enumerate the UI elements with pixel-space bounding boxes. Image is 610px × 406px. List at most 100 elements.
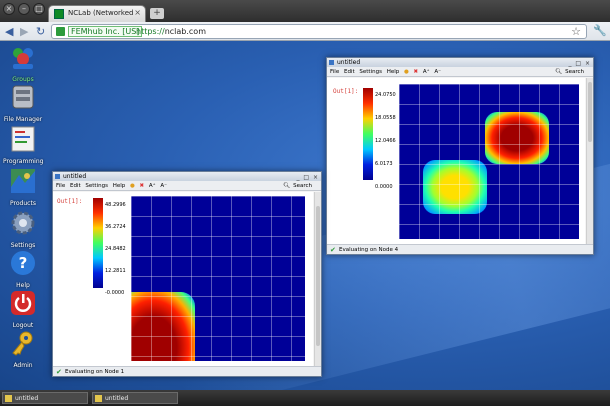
nclab-favicon-icon	[54, 9, 64, 19]
desktop-icon-file-manager[interactable]: File Manager	[3, 83, 43, 123]
run-icon[interactable]: ●	[403, 69, 409, 75]
plot-window-left[interactable]: untitled _ □ × File Edit Settings Help ●…	[52, 171, 322, 377]
close-window-button[interactable]: ×	[3, 3, 15, 15]
run-icon[interactable]: ●	[129, 183, 135, 189]
window-app-icon	[329, 60, 334, 65]
colorbar-tick: 0.0000	[375, 184, 393, 190]
window-title: untitled	[337, 59, 361, 66]
taskbar: untitled untitled	[0, 390, 610, 406]
menu-file[interactable]: File	[56, 183, 66, 189]
plot-grid	[399, 84, 579, 239]
maximize-window-button[interactable]: □	[33, 3, 45, 15]
bookmark-star-icon[interactable]: ☆	[571, 25, 581, 38]
output-cell-label: Out[1]:	[333, 88, 359, 95]
desktop-icon-label: Products	[10, 200, 36, 207]
font-smaller-icon[interactable]: A⁻	[160, 183, 167, 189]
tab-title: NCLab (Networked Comp	[68, 9, 134, 17]
desktop-icon-products[interactable]: Products	[3, 167, 43, 207]
colorbar	[363, 88, 373, 180]
window-menubar: File Edit Settings Help ● ✖ A⁺ A⁻ 🔍︎ Sear…	[327, 67, 593, 77]
menu-edit[interactable]: Edit	[343, 69, 355, 75]
back-button[interactable]: ◀	[5, 25, 14, 38]
desktop-icon-groups[interactable]: Groups	[3, 43, 43, 83]
window-app-icon	[55, 174, 60, 179]
wrench-menu-icon[interactable]: 🔧	[593, 24, 607, 37]
heatmap-plot: 24.0750 18.0558 12.0466 6.0173 0.0000	[361, 84, 581, 241]
colorbar-tick: 24.8482	[105, 246, 126, 252]
search-icon: 🔍︎	[555, 69, 563, 75]
menu-help[interactable]: Help	[112, 183, 126, 189]
font-larger-icon[interactable]: A⁺	[422, 69, 430, 75]
desktop-icon-label: Programming	[3, 158, 44, 165]
notebook-cell-area: Out[1]: 24.0750 18.0558 12.0466 6.0173 0…	[327, 78, 585, 245]
window-controls-icon[interactable]: _ □ ×	[296, 174, 319, 181]
menu-settings[interactable]: Settings	[359, 69, 382, 75]
svg-text:?: ?	[19, 254, 28, 272]
logout-icon	[11, 291, 35, 315]
menu-file[interactable]: File	[330, 69, 340, 75]
menu-settings[interactable]: Settings	[85, 183, 108, 189]
window-titlebar[interactable]: untitled _ □ ×	[53, 172, 321, 181]
window-statusbar: ✔ Evaluating on Node 1	[53, 366, 321, 376]
taskbar-item[interactable]: untitled	[92, 392, 178, 404]
settings-gear-icon	[11, 211, 35, 235]
check-icon: ✔	[56, 368, 62, 376]
search-button[interactable]: 🔍︎ Search	[555, 67, 587, 77]
plot-window-right[interactable]: untitled _ □ × File Edit Settings Help ●…	[326, 57, 594, 255]
browser-tab[interactable]: NCLab (Networked Comp ×	[48, 5, 146, 22]
taskbar-item-label: untitled	[15, 395, 39, 402]
browser-toolbar: ◀ ▶ ↻ FEMhub Inc. [US] https://nclab.com…	[0, 22, 610, 41]
window-menubar: File Edit Settings Help ● ✖ A⁺ A⁻ 🔍︎ Sear…	[53, 181, 321, 191]
desktop-icon-label: Groups	[12, 76, 34, 83]
desktop-icon-settings[interactable]: Settings	[3, 209, 43, 249]
window-scrollbar[interactable]	[314, 192, 321, 367]
heatmap-field	[399, 84, 579, 239]
scrollbar-thumb[interactable]	[588, 82, 592, 142]
admin-key-icon	[12, 331, 33, 356]
forward-button[interactable]: ▶	[20, 25, 29, 38]
desktop-icon-label: Logout	[12, 322, 34, 329]
colorbar-tick: 12.0466	[375, 138, 396, 144]
stop-icon[interactable]: ✖	[413, 69, 419, 75]
desktop-icon-label: Help	[16, 282, 30, 289]
font-smaller-icon[interactable]: A⁻	[434, 69, 441, 75]
font-larger-icon[interactable]: A⁺	[148, 183, 156, 189]
reload-button[interactable]: ↻	[36, 25, 46, 38]
minimize-window-button[interactable]: –	[18, 3, 30, 15]
window-scrollbar[interactable]	[586, 78, 593, 245]
browser-titlebar: × – □ NCLab (Networked Comp × +	[0, 0, 610, 22]
desktop-icon-label: File Manager	[3, 116, 43, 123]
colorbar-ticks: 48.2996 36.2724 24.8482 12.2811 -0.0000	[105, 194, 131, 304]
ev-certificate-label[interactable]: FEMhub Inc. [US]	[68, 26, 143, 37]
new-tab-button[interactable]: +	[150, 8, 164, 19]
desktop-icon-help[interactable]: ? Help	[3, 249, 43, 289]
heatmap-hotspot-mid	[423, 160, 487, 214]
window-icon	[95, 395, 102, 402]
window-controls-icon[interactable]: _ □ ×	[568, 60, 591, 67]
desktop-icon-programming[interactable]: Programming	[3, 125, 43, 165]
stop-icon[interactable]: ✖	[139, 183, 145, 189]
desktop-icon-label: Admin	[13, 362, 33, 369]
colorbar-ticks: 24.0750 18.0558 12.0466 6.0173 0.0000	[375, 84, 401, 199]
window-titlebar[interactable]: untitled _ □ ×	[327, 58, 593, 67]
programming-icon	[11, 126, 35, 152]
heatmap-hotspot-high	[485, 112, 549, 164]
url-host: nclab.com	[164, 27, 206, 36]
colorbar-tick: 6.0173	[375, 161, 393, 167]
colorbar-tick: 12.2811	[105, 268, 126, 274]
groups-icon	[13, 48, 33, 69]
output-cell-label: Out[1]:	[57, 198, 83, 205]
scrollbar-thumb[interactable]	[316, 206, 320, 346]
desktop-icon-logout[interactable]: Logout	[3, 289, 43, 329]
heatmap-field	[131, 196, 305, 361]
window-title: untitled	[63, 173, 87, 180]
tab-close-icon[interactable]: ×	[134, 8, 141, 17]
desktop-icon-admin[interactable]: Admin	[3, 329, 43, 369]
search-button[interactable]: 🔍︎ Search	[283, 181, 315, 191]
menu-help[interactable]: Help	[386, 69, 400, 75]
menu-edit[interactable]: Edit	[69, 183, 81, 189]
status-text: Evaluating on Node 1	[65, 369, 125, 375]
taskbar-item-label: untitled	[105, 395, 129, 402]
taskbar-item[interactable]: untitled	[2, 392, 88, 404]
address-bar[interactable]: FEMhub Inc. [US] https://nclab.com ☆	[51, 24, 587, 39]
